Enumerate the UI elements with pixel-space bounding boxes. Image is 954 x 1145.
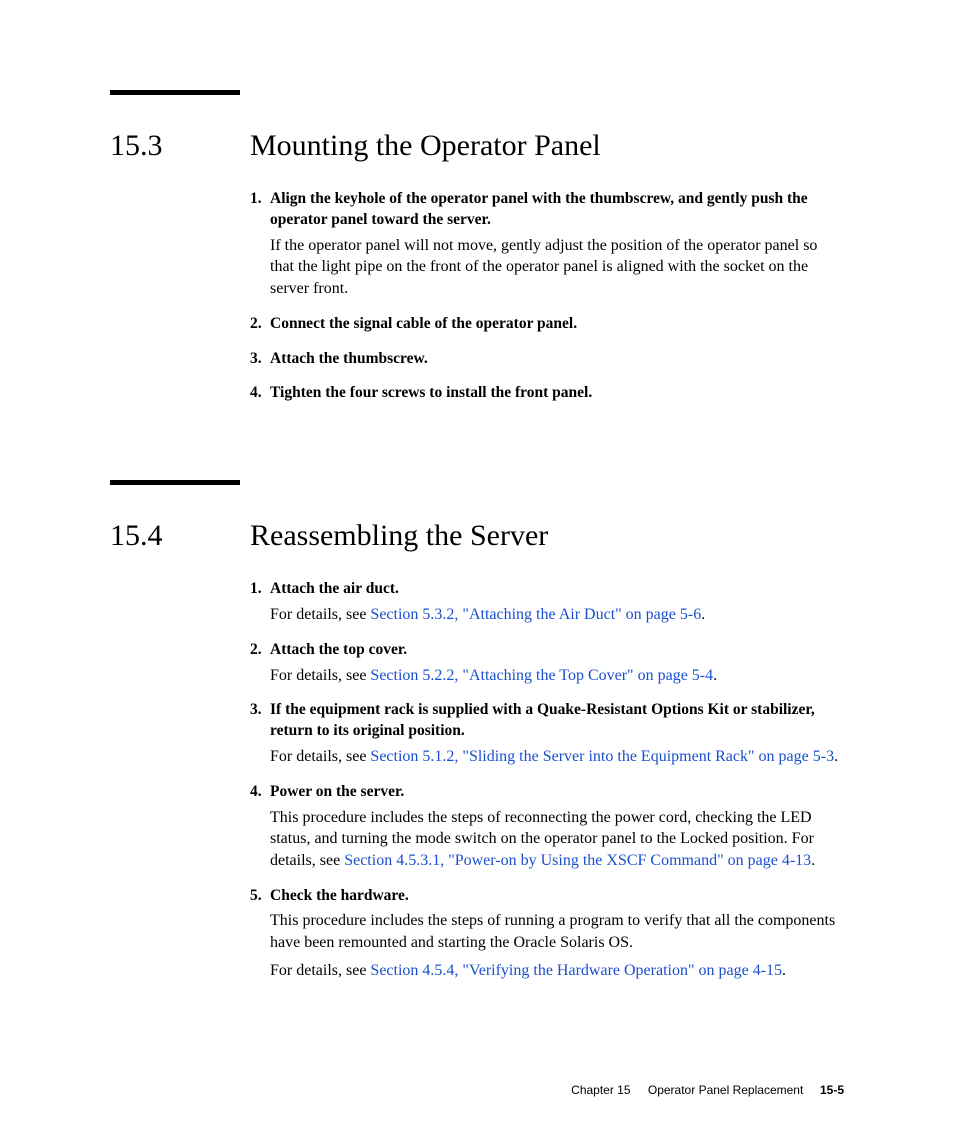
list-item: 4. Power on the server. This procedure i… <box>250 782 844 872</box>
section-heading: 15.4 Reassembling the Server <box>110 519 844 553</box>
list-marker: 1. <box>250 190 270 208</box>
list-marker: 3. <box>250 701 270 719</box>
list-body: If the operator panel will not move, gen… <box>270 235 844 300</box>
list-marker: 3. <box>250 350 270 368</box>
body-pre: For details, see <box>270 667 370 684</box>
cross-reference-link[interactable]: Section 4.5.4, "Verifying the Hardware O… <box>370 962 782 979</box>
section-gap <box>110 418 844 480</box>
section-content: 1. Align the keyhole of the operator pan… <box>250 189 844 404</box>
list-head: Power on the server. <box>270 782 404 803</box>
list-item: 4. Tighten the four screws to install th… <box>250 383 844 404</box>
footer-page-number: 15-5 <box>820 1083 844 1097</box>
list-body: For details, see Section 5.3.2, "Attachi… <box>270 604 844 626</box>
cross-reference-link[interactable]: Section 5.3.2, "Attaching the Air Duct" … <box>370 606 701 623</box>
page: 15.3 Mounting the Operator Panel 1. Alig… <box>0 0 954 1145</box>
section-heading: 15.3 Mounting the Operator Panel <box>110 129 844 163</box>
cross-reference-link[interactable]: Section 4.5.3.1, "Power-on by Using the … <box>344 852 811 869</box>
list-head: If the equipment rack is supplied with a… <box>270 700 844 742</box>
section-content: 1. Attach the air duct. For details, see… <box>250 579 844 981</box>
footer-chapter-title: Operator Panel Replacement <box>648 1083 803 1097</box>
cross-reference-link[interactable]: Section 5.2.2, "Attaching the Top Cover"… <box>370 667 713 684</box>
list-head: Attach the thumbscrew. <box>270 349 428 370</box>
body-pre: For details, see <box>270 962 370 979</box>
list-marker: 5. <box>250 887 270 905</box>
list-marker: 4. <box>250 783 270 801</box>
list-marker: 1. <box>250 580 270 598</box>
body-post: . <box>834 748 838 765</box>
list-marker: 2. <box>250 315 270 333</box>
body-post: . <box>782 962 786 979</box>
list-marker: 4. <box>250 384 270 402</box>
list-item: 3. If the equipment rack is supplied wit… <box>250 700 844 767</box>
list-body: For details, see Section 4.5.4, "Verifyi… <box>270 960 844 982</box>
list-item: 2. Attach the top cover. For details, se… <box>250 640 844 687</box>
list-item: 3. Attach the thumbscrew. <box>250 349 844 370</box>
list-item: 1. Align the keyhole of the operator pan… <box>250 189 844 300</box>
list-item: 1. Attach the air duct. For details, see… <box>250 579 844 626</box>
section-rule <box>110 480 240 485</box>
list-body: This procedure includes the steps of rec… <box>270 807 844 872</box>
list-marker: 2. <box>250 641 270 659</box>
list-body: This procedure includes the steps of run… <box>270 910 844 953</box>
section-number: 15.3 <box>110 129 250 163</box>
list-item: 2. Connect the signal cable of the opera… <box>250 314 844 335</box>
body-post: . <box>811 852 815 869</box>
list-item: 5. Check the hardware. This procedure in… <box>250 886 844 982</box>
body-pre: For details, see <box>270 748 370 765</box>
section-title: Reassembling the Server <box>250 519 548 553</box>
body-pre: For details, see <box>270 606 370 623</box>
cross-reference-link[interactable]: Section 5.1.2, "Sliding the Server into … <box>370 748 834 765</box>
section-title: Mounting the Operator Panel <box>250 129 601 163</box>
section-rule <box>110 90 240 95</box>
page-footer: Chapter 15 Operator Panel Replacement 15… <box>571 1083 844 1097</box>
list-body: For details, see Section 5.1.2, "Sliding… <box>270 746 844 768</box>
list-head: Attach the air duct. <box>270 579 399 600</box>
list-head: Check the hardware. <box>270 886 409 907</box>
list-head: Align the keyhole of the operator panel … <box>270 189 844 231</box>
list-head: Connect the signal cable of the operator… <box>270 314 577 335</box>
footer-chapter-label: Chapter 15 <box>571 1083 630 1097</box>
section-number: 15.4 <box>110 519 250 553</box>
list-head: Tighten the four screws to install the f… <box>270 383 592 404</box>
body-post: . <box>701 606 705 623</box>
list-head: Attach the top cover. <box>270 640 407 661</box>
list-body: For details, see Section 5.2.2, "Attachi… <box>270 665 844 687</box>
body-post: . <box>713 667 717 684</box>
